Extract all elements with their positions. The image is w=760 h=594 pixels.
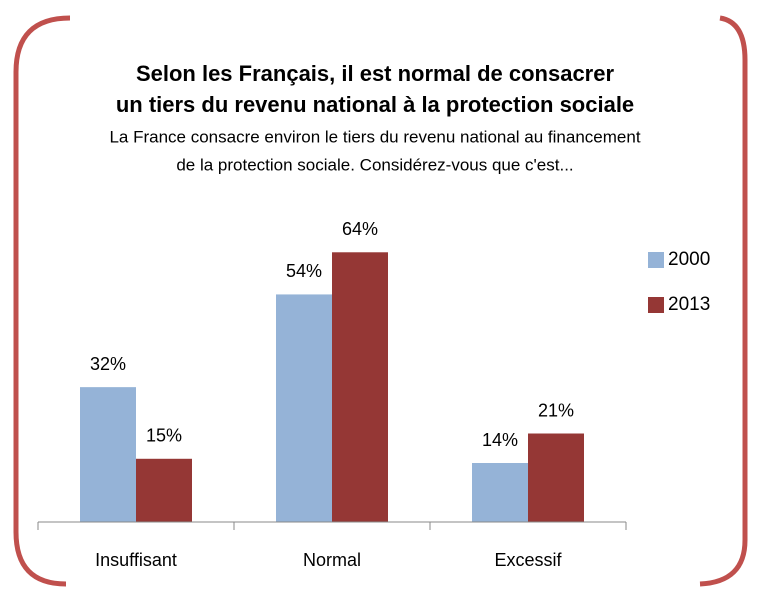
data-label: 64%	[342, 219, 378, 239]
data-label: 14%	[482, 430, 518, 450]
data-label: 21%	[538, 400, 574, 420]
bar	[528, 433, 584, 522]
legend-label: 2013	[668, 294, 710, 315]
x-tick-label: Normal	[303, 550, 361, 570]
x-tick-label: Insuffisant	[95, 550, 177, 570]
frame-right	[699, 15, 748, 587]
legend-swatch	[648, 252, 664, 268]
data-label: 54%	[286, 261, 322, 281]
data-label: 32%	[90, 354, 126, 374]
data-label: 15%	[146, 426, 182, 446]
bar	[276, 294, 332, 522]
chart-title: Selon les Français, il est normal de con…	[136, 61, 615, 86]
subtitle: La France consacre environ le tiers du r…	[109, 127, 640, 146]
x-tick-label: Excessif	[494, 550, 562, 570]
subtitle: de la protection sociale. Considérez-vou…	[176, 155, 573, 174]
legend-label: 2000	[668, 249, 710, 270]
bar	[332, 252, 388, 523]
legend-swatch	[648, 297, 664, 313]
bar	[136, 458, 192, 522]
chart-title: un tiers du revenu national à la protect…	[116, 92, 634, 117]
bar	[80, 387, 136, 522]
bar	[472, 463, 528, 522]
frame-left	[13, 15, 71, 587]
